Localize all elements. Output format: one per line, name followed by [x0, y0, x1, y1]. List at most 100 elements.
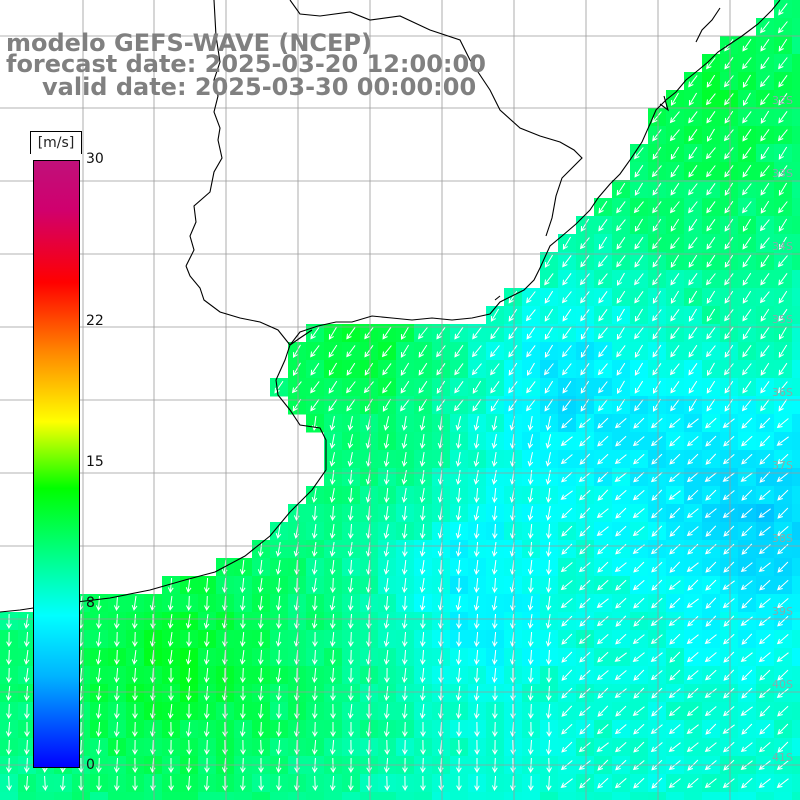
wind-arrow [366, 613, 372, 630]
wind-arrow [724, 236, 734, 250]
wind-arrow [401, 452, 408, 467]
wind-arrow [597, 579, 609, 591]
wind-arrow [527, 631, 534, 648]
wind-arrow [652, 309, 662, 322]
wind-arrow [276, 721, 282, 738]
colorbar-tick-label: 15 [86, 454, 104, 470]
wind-arrow [491, 434, 498, 449]
wind-arrow [366, 776, 372, 792]
wind-speed-cell [792, 360, 800, 379]
wind-arrow [704, 688, 717, 699]
wind-arrow [760, 362, 770, 376]
wind-arrow [740, 508, 753, 519]
wind-arrow [776, 418, 789, 429]
wind-arrow [759, 75, 770, 88]
wind-arrow [578, 634, 591, 645]
wind-arrow [777, 723, 789, 735]
wind-arrow [24, 703, 30, 720]
wind-arrow [347, 452, 354, 467]
wind-arrow [706, 254, 716, 268]
wind-arrow [596, 724, 609, 735]
wind-arrow [473, 577, 480, 594]
wind-arrow [632, 580, 645, 591]
wind-arrow [330, 703, 336, 720]
wind-arrow [276, 775, 282, 792]
wind-arrow [185, 614, 192, 629]
wind-arrow [527, 559, 534, 576]
wind-arrow [401, 470, 408, 485]
wind-speed-cell [792, 234, 800, 253]
wind-arrow [688, 344, 698, 358]
wind-arrow [508, 326, 518, 340]
wind-arrow [527, 434, 534, 449]
wind-arrow [561, 345, 572, 358]
wind-arrow [525, 309, 536, 322]
wind-arrow [615, 507, 627, 519]
wind-speed-cell [630, 792, 649, 800]
wind-arrow [668, 742, 681, 752]
wind-arrow [760, 345, 770, 358]
wind-arrow [239, 650, 246, 665]
wind-arrow [670, 218, 680, 232]
wind-arrow [669, 597, 681, 609]
wind-arrow [670, 237, 680, 250]
wind-arrow [545, 614, 552, 629]
wind-arrow [167, 614, 174, 629]
wind-arrow [561, 291, 572, 304]
wind-arrow [686, 418, 699, 428]
wind-arrow [456, 721, 462, 738]
wind-arrow [633, 669, 645, 681]
wind-arrow [705, 561, 717, 573]
wind-arrow [490, 398, 500, 412]
wind-arrow [778, 38, 788, 52]
wind-arrow [186, 739, 192, 756]
wind-arrow [758, 778, 771, 788]
wind-arrow [95, 631, 102, 648]
wind-arrow [456, 739, 462, 756]
wind-arrow [616, 201, 626, 214]
wind-arrow [741, 633, 753, 645]
wind-arrow [704, 778, 717, 789]
wind-arrow [329, 739, 336, 756]
wind-arrow [579, 669, 591, 681]
wind-arrow [491, 667, 498, 684]
wind-arrow [688, 92, 698, 106]
wind-arrow [419, 578, 426, 593]
wind-arrow [42, 775, 48, 792]
wind-arrow [579, 525, 591, 537]
wind-arrow [724, 309, 734, 322]
wind-arrow [473, 470, 480, 485]
wind-speed-cell [540, 792, 559, 800]
wind-arrow [382, 326, 392, 340]
wind-arrow [473, 541, 480, 558]
wind-arrow [670, 399, 680, 412]
wind-arrow [723, 435, 735, 447]
wind-arrow [167, 703, 174, 720]
wind-speed-cell [792, 108, 800, 127]
wind-arrow [419, 505, 426, 522]
wind-arrow [473, 613, 480, 630]
wind-arrow [778, 146, 788, 160]
wind-arrow [776, 598, 789, 609]
wind-arrow [706, 57, 716, 70]
wind-arrow [561, 615, 573, 627]
wind-arrow [778, 273, 788, 286]
wind-arrow [615, 742, 627, 753]
wind-arrow [150, 613, 156, 630]
wind-arrow [346, 399, 356, 412]
wind-arrow [704, 472, 717, 482]
wind-arrow [723, 525, 735, 537]
wind-arrow [758, 652, 771, 663]
wind-arrow [758, 688, 771, 699]
wind-arrow [686, 508, 699, 519]
wind-arrow [777, 615, 789, 627]
wind-arrow [401, 649, 408, 666]
wind-arrow [742, 201, 752, 214]
wind-arrow [185, 721, 192, 738]
wind-speed-cell [216, 792, 235, 800]
wind-arrow [687, 615, 699, 627]
wind-arrow [580, 344, 590, 358]
wind-arrow [777, 741, 789, 753]
wind-arrow [634, 164, 644, 178]
wind-arrow [597, 327, 608, 340]
